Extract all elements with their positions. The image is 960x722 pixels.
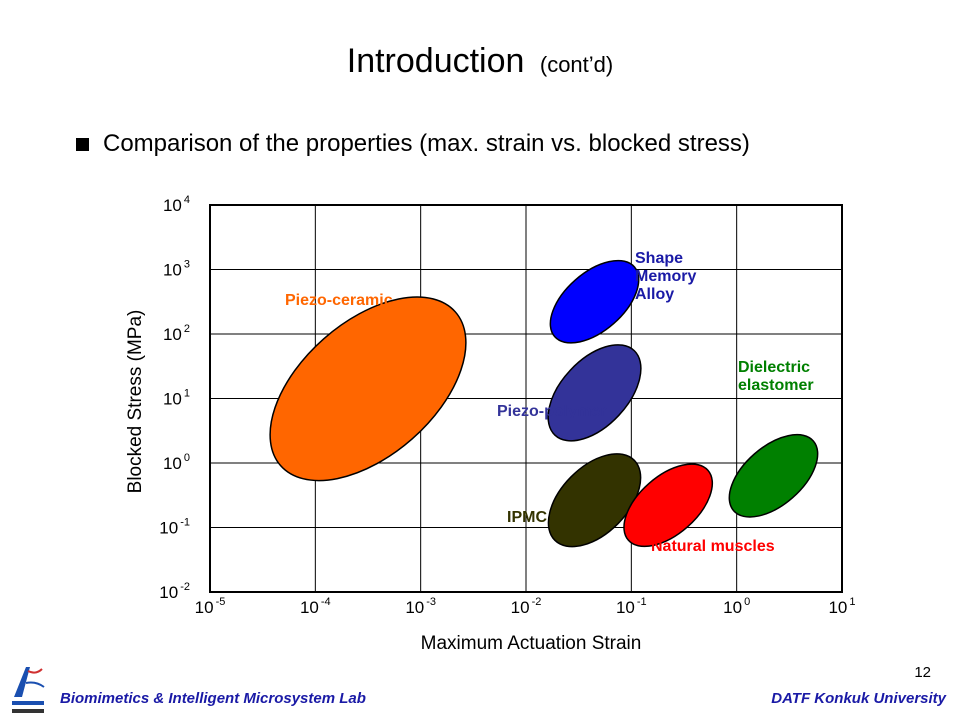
y-axis-label: Blocked Stress (MPa) xyxy=(125,310,146,494)
regions xyxy=(269,259,819,548)
tick-labels: 10 -5 10 -4 10 -3 10 -2 10 -1 10 0 10 1 10 4 10 3 10 2 10 1 10… xyxy=(159,194,855,617)
y-tick-label: 10 3 xyxy=(163,259,190,280)
region-label-shape-memory-alloy: Shape Memory Alloy xyxy=(635,250,696,303)
region-labels: Piezo-ceramic Shape Memory Alloy Piezo-polym… xyxy=(285,250,814,555)
y-tick-label: 10 0 xyxy=(163,452,190,473)
y-tick-label: 10 2 xyxy=(163,323,190,344)
lab-logo xyxy=(8,663,48,717)
x-tick-label: 10 1 xyxy=(828,596,855,617)
region-natural-muscles xyxy=(623,463,714,548)
region-label-dielectric-elastomer: Dielectric elastomer xyxy=(738,359,814,394)
region-piezo-polymer xyxy=(547,344,642,442)
y-tick-label: 10 1 xyxy=(163,388,190,409)
region-shape-memory-alloy xyxy=(549,259,640,344)
y-tick-label: 10 -1 xyxy=(159,517,190,538)
bullet-square-icon xyxy=(76,137,89,151)
footer-university: DATF Konkuk University xyxy=(771,690,946,707)
y-tick-label: 10 -2 xyxy=(159,581,190,602)
plot-frame xyxy=(209,204,843,593)
slide-title-main: Introduction xyxy=(346,42,525,80)
page-number: 12 xyxy=(914,664,931,681)
region-label-ipmc: IPMC xyxy=(507,509,547,526)
footer-lab-name: Biomimetics & Intelligent Microsystem La… xyxy=(60,690,366,707)
region-label-natural-muscles: Natural muscles xyxy=(651,538,775,555)
bullet-text: Comparison of the properties (max. strai… xyxy=(103,130,750,157)
x-tick-label: 10 0 xyxy=(723,596,750,617)
region-ipmc xyxy=(547,453,642,548)
x-axis-label: Maximum Actuation Strain xyxy=(421,633,642,654)
x-tick-label: 10 -1 xyxy=(616,596,647,617)
region-label-piezo-polymer: Piezo-polymer xyxy=(497,403,606,420)
region-label-piezo-ceramic: Piezo-ceramic xyxy=(285,292,393,309)
region-dielectric-elastomer xyxy=(728,433,819,518)
x-tick-label: 10 -2 xyxy=(511,596,542,617)
slide-title: Introduction (cont’d) xyxy=(0,42,960,81)
x-tick-label: 10 -3 xyxy=(405,596,436,617)
region-piezo-ceramic xyxy=(269,296,467,482)
y-tick-label: 10 4 xyxy=(163,194,190,215)
bullet-point: Comparison of the properties (max. strai… xyxy=(76,130,750,158)
slide-title-suffix: (cont’d) xyxy=(539,52,614,77)
x-tick-label: 10 -4 xyxy=(300,596,331,617)
x-tick-label: 10 -5 xyxy=(195,596,226,617)
